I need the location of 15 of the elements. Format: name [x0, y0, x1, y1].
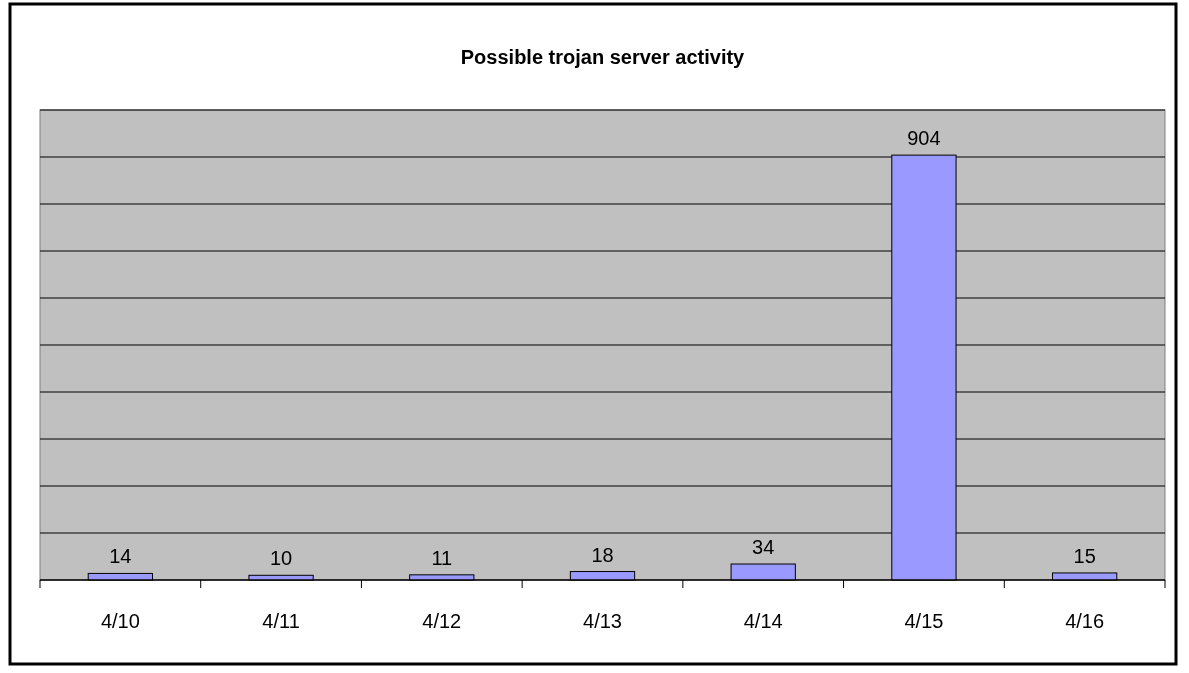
chart-title: Possible trojan server activity — [460, 46, 746, 68]
data-label: 18 — [591, 543, 614, 566]
data-label: 34 — [752, 536, 775, 559]
x-tick-label: 4/11 — [262, 610, 300, 632]
x-tick-label: 4/14 — [743, 610, 783, 632]
data-label: 15 — [1073, 544, 1096, 567]
x-tick-label: 4/16 — [1065, 610, 1105, 632]
data-label: 14 — [109, 545, 132, 568]
data-label: 904 — [907, 127, 941, 150]
x-tick-label: 4/15 — [904, 610, 944, 632]
x-tick-label: 4/12 — [422, 610, 462, 632]
data-label: 11 — [431, 546, 453, 569]
data-label: 10 — [269, 547, 293, 570]
x-tick-label: 4/10 — [100, 610, 140, 632]
x-tick-label: 4/13 — [583, 610, 622, 632]
